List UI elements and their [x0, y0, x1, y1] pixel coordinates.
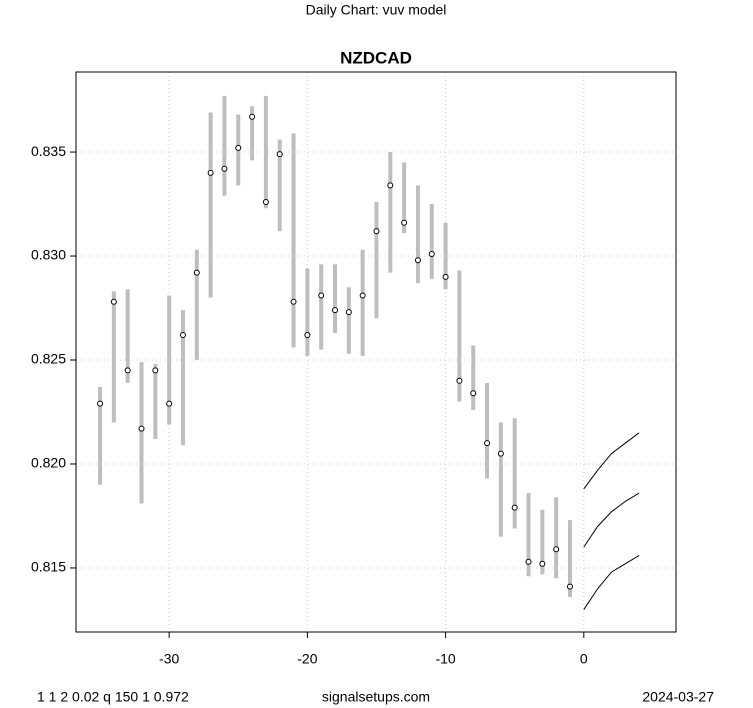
close-point — [207, 169, 214, 176]
close-point — [428, 250, 435, 257]
forecast-line — [583, 432, 640, 490]
x-tick-label: -30 — [159, 651, 179, 667]
close-point — [456, 377, 463, 384]
close-point — [539, 560, 546, 567]
x-tick-label: -20 — [297, 651, 317, 667]
close-point — [179, 332, 186, 339]
close-point — [511, 504, 518, 511]
forecast-line — [583, 492, 640, 548]
close-point — [470, 390, 477, 397]
footer-right: 2024-03-27 — [642, 689, 714, 705]
chart-suptitle: Daily Chart: vuv model — [306, 2, 447, 18]
close-point — [166, 400, 173, 407]
close-point — [193, 269, 200, 276]
close-point — [484, 440, 491, 447]
close-point — [345, 309, 352, 316]
close-point — [373, 228, 380, 235]
y-tick-label: 0.835 — [31, 143, 66, 159]
close-point — [249, 113, 256, 120]
y-tick-label: 0.820 — [31, 455, 66, 471]
close-point — [387, 182, 394, 189]
plot-frame — [75, 71, 677, 633]
close-point — [401, 219, 408, 226]
close-point — [318, 292, 325, 299]
footer-left: 1 1 2 0.02 q 150 1 0.972 — [37, 689, 189, 705]
forecast-line — [583, 555, 640, 610]
close-point — [124, 367, 131, 374]
close-point — [262, 198, 269, 205]
close-point — [497, 450, 504, 457]
close-point — [97, 400, 104, 407]
close-point — [525, 558, 532, 565]
close-point — [235, 144, 242, 151]
close-point — [138, 425, 145, 432]
footer-center: signalsetups.com — [322, 689, 430, 705]
close-point — [152, 367, 159, 374]
y-tick-label: 0.830 — [31, 247, 66, 263]
x-tick-label: 0 — [580, 651, 588, 667]
close-point — [414, 257, 421, 264]
close-point — [442, 273, 449, 280]
close-point — [553, 546, 560, 553]
close-point — [276, 151, 283, 158]
close-point — [221, 165, 228, 172]
y-tick-label: 0.825 — [31, 351, 66, 367]
close-point — [359, 292, 366, 299]
close-point — [110, 298, 117, 305]
x-tick-label: -10 — [435, 651, 455, 667]
chart-title: NZDCAD — [340, 48, 412, 67]
y-tick-label: 0.815 — [31, 559, 66, 575]
close-point — [566, 583, 573, 590]
close-point — [290, 298, 297, 305]
close-point — [304, 332, 311, 339]
close-point — [332, 307, 339, 314]
